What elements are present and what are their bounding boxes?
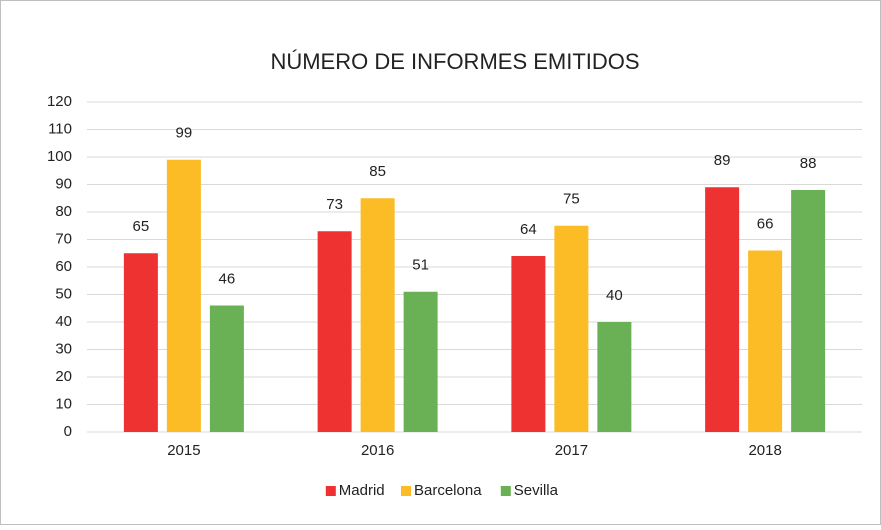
bar	[166, 159, 201, 432]
data-label: 46	[219, 270, 236, 287]
data-label: 65	[133, 218, 150, 235]
legend-label: Barcelona	[414, 482, 482, 499]
legend-label: Madrid	[339, 482, 385, 499]
y-tick-label: 60	[55, 258, 72, 275]
legend-swatch	[401, 486, 411, 496]
y-tick-label: 120	[47, 93, 72, 110]
y-tick-label: 20	[55, 368, 72, 385]
chart-title: NÚMERO DE INFORMES EMITIDOS	[270, 49, 639, 74]
data-label: 89	[714, 152, 731, 169]
y-tick-label: 40	[55, 313, 72, 330]
y-tick-label: 100	[47, 148, 72, 165]
y-tick-label: 30	[55, 340, 72, 357]
bar	[403, 291, 438, 432]
data-label: 88	[800, 155, 817, 172]
data-label: 51	[412, 257, 429, 274]
data-label: 64	[520, 221, 537, 238]
bar	[209, 305, 244, 432]
x-tick-label: 2015	[167, 442, 200, 459]
bar	[360, 198, 395, 432]
bar	[554, 225, 589, 432]
legend-swatch	[325, 486, 336, 496]
y-tick-label: 70	[55, 230, 72, 247]
bar	[791, 190, 826, 432]
bar	[597, 322, 632, 432]
y-tick-label: 50	[55, 285, 72, 302]
y-tick-label: 90	[55, 175, 72, 192]
bar	[705, 187, 740, 432]
y-tick-label: 80	[55, 203, 72, 220]
data-label: 99	[176, 125, 193, 142]
x-tick-label: 2016	[361, 442, 394, 459]
legend-label: Sevilla	[514, 482, 559, 499]
legend-swatch	[500, 486, 511, 496]
x-tick-label: 2018	[748, 442, 781, 459]
data-label: 40	[606, 287, 623, 304]
bar	[748, 250, 783, 432]
y-tick-label: 110	[48, 120, 72, 137]
bar	[123, 253, 158, 432]
data-label: 75	[563, 191, 580, 208]
x-tick-label: 2017	[555, 442, 588, 459]
y-tick-label: 0	[64, 423, 72, 440]
bar	[511, 256, 546, 432]
data-label: 85	[369, 163, 386, 180]
data-label: 66	[757, 215, 774, 232]
bar	[317, 231, 352, 432]
y-tick-label: 10	[55, 395, 72, 412]
data-label: 73	[326, 196, 343, 213]
